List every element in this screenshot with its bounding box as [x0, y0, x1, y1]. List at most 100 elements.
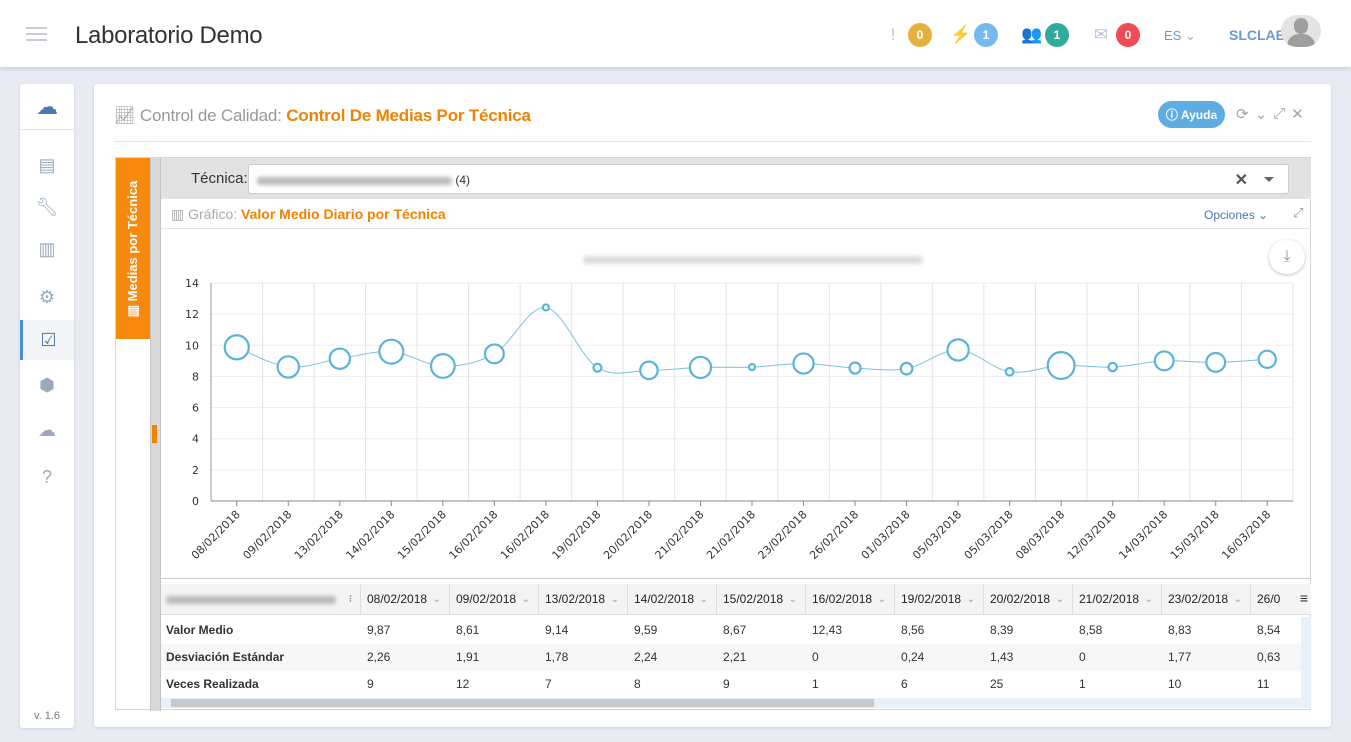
x-tick-label: 20/02/2018 [601, 508, 655, 562]
chevron-down-icon[interactable]: ⌄ [788, 594, 797, 605]
x-tick-label: 15/02/2018 [395, 508, 449, 562]
x-tick-label: 12/03/2018 [1065, 508, 1119, 562]
download-icon[interactable]: ⤓ [1269, 240, 1305, 274]
gear-icon[interactable]: ⚙ [38, 286, 56, 307]
column-header[interactable]: 19/02/2018 ⌄ [895, 584, 984, 614]
graph-label: Gráfico: [188, 206, 238, 222]
table-cell: 1,78 [545, 650, 569, 664]
table-cell: 8,56 [901, 623, 925, 637]
y-tick-label: 10 [185, 339, 199, 352]
clear-icon[interactable]: ✕ [1234, 172, 1248, 189]
options-dropdown[interactable]: Opciones ⌄ [1204, 208, 1269, 222]
refresh-icon[interactable]: ⟳ [1236, 106, 1249, 123]
graph-title: Valor Medio Diario por Técnica [241, 206, 446, 222]
language-selector[interactable]: ES ⌄ [1164, 28, 1196, 44]
collapse-icon[interactable]: ⌄ [1254, 106, 1268, 123]
chevron-down-icon[interactable]: ⌄ [1055, 594, 1064, 605]
column-header[interactable]: 08/02/2018 ⌄ [361, 584, 450, 614]
chevron-down-icon[interactable]: ⌄ [610, 594, 619, 605]
vertical-scrollbar[interactable] [1301, 617, 1311, 701]
vertical-splitter[interactable] [150, 158, 161, 711]
expand-icon[interactable]: ⤢ [1293, 205, 1304, 220]
column-header[interactable]: 21/02/2018 ⌄ [1073, 584, 1162, 614]
connections-notification[interactable]: ⚡ 1 [950, 23, 998, 47]
chevron-down-icon[interactable]: ⌄ [877, 594, 886, 605]
column-header-label: 19/02/2018 [901, 592, 962, 606]
chevron-down-icon[interactable]: ⌄ [521, 594, 530, 605]
horizontal-scrollbar[interactable] [161, 698, 1311, 708]
envelope-open-icon: ✉ [1093, 25, 1109, 44]
data-point [429, 353, 456, 379]
expand-icon[interactable]: ⤢ [1273, 105, 1286, 122]
column-header-technique[interactable]: ⁝ [161, 584, 361, 614]
section-label: Control de Calidad: [139, 106, 282, 125]
chevron-down-icon[interactable]: ⌄ [699, 594, 708, 605]
row-label: Veces Realizada [166, 677, 259, 691]
dropdown-arrow-icon[interactable] [1264, 177, 1274, 182]
cloud-logo-icon[interactable]: ☁ [20, 84, 74, 130]
graph-header: ▥ Gráfico: Valor Medio Diario por Técnic… [161, 199, 1311, 229]
chart-title-redacted [583, 251, 923, 264]
column-header[interactable]: 14/02/2018 ⌄ [628, 584, 717, 614]
chevron-down-icon[interactable]: ⌄ [1144, 594, 1153, 605]
tecnica-label: Técnica: [191, 170, 248, 187]
tecnica-select[interactable]: (4) ✕ [248, 164, 1289, 194]
chevron-down-icon[interactable]: ⌄ [1233, 594, 1242, 605]
help-button[interactable]: ⓘ Ayuda [1158, 101, 1225, 128]
tab-medias-por-tecnica[interactable]: ▥ Medias por Técnica [116, 158, 150, 339]
column-header[interactable]: 15/02/2018 ⌄ [717, 584, 806, 614]
chevron-down-icon[interactable]: ⌄ [966, 594, 975, 605]
divider [114, 141, 1311, 142]
cloud-icon[interactable]: ☁ [38, 419, 56, 440]
table-cell: 2,24 [634, 650, 658, 664]
column-header[interactable]: 16/02/2018 ⌄ [806, 584, 895, 614]
table-cell: 8,67 [723, 623, 747, 637]
data-point [1107, 361, 1118, 373]
column-header[interactable]: 23/02/2018 ⌄ [1162, 584, 1251, 614]
close-icon[interactable]: ✕ [1291, 106, 1304, 123]
users-notification[interactable]: 👥 1 [1021, 23, 1069, 47]
help-label: Ayuda [1180, 107, 1218, 122]
table-cell: 8,39 [990, 623, 1014, 637]
dashboard-icon[interactable]: ▤ [38, 154, 56, 175]
user-name[interactable]: SLCLAB [1229, 27, 1286, 43]
data-point [328, 347, 352, 370]
messages-badge: 0 [1116, 23, 1140, 47]
table-cell: 2,26 [367, 650, 391, 664]
column-header-label: 08/02/2018 [367, 592, 428, 606]
column-header[interactable]: 09/02/2018 ⌄ [450, 584, 539, 614]
data-point [848, 361, 862, 375]
column-header[interactable]: 20/02/2018 ⌄ [984, 584, 1073, 614]
hamburger-menu-icon[interactable] [26, 27, 47, 41]
cube-icon[interactable]: ⬢ [39, 374, 55, 395]
table-row: Valor Medio 9,87 8,61 9,14 9,59 8,67 12,43 8,56… [161, 617, 1311, 644]
data-point [1205, 351, 1227, 373]
row-label: Valor Medio [166, 623, 234, 637]
help-icon[interactable]: ? [41, 466, 52, 487]
calendar-check-icon[interactable]: ☑ [20, 320, 74, 360]
table-cell: 2,21 [723, 650, 747, 664]
horizontal-splitter[interactable] [161, 578, 1311, 584]
column-menu-icon[interactable]: ≡ [1299, 590, 1308, 606]
alerts-notification[interactable]: ! 0 [884, 23, 932, 47]
avatar[interactable] [1281, 15, 1321, 47]
messages-notification[interactable]: ✉ 0 [1092, 23, 1140, 47]
x-tick-label: 05/03/2018 [962, 508, 1016, 562]
column-header-label: 14/02/2018 [634, 592, 695, 606]
wrench-icon[interactable]: 🔧︎ [35, 196, 59, 217]
splitter-handle[interactable] [152, 425, 157, 443]
content-box: ▥ Medias por Técnica Técnica: (4) ✕ ▥ Gr… [115, 157, 1311, 711]
data-point [483, 343, 505, 365]
data-point [378, 338, 405, 365]
bar-chart-icon[interactable]: ▥ [38, 238, 56, 259]
column-header[interactable]: 26/0 [1251, 584, 1311, 614]
chevron-down-icon[interactable]: ⌄ [432, 594, 441, 605]
x-tick-label: 14/03/2018 [1116, 508, 1170, 562]
x-tick-label: 23/02/2018 [756, 508, 810, 562]
table-cell: 1 [812, 677, 819, 691]
scroll-thumb[interactable] [171, 699, 874, 707]
column-header[interactable]: 13/02/2018 ⌄ [539, 584, 628, 614]
exclamation-icon: ! [890, 25, 896, 44]
x-tick-label: 05/03/2018 [910, 508, 964, 562]
table-cell: 8,61 [456, 623, 480, 637]
